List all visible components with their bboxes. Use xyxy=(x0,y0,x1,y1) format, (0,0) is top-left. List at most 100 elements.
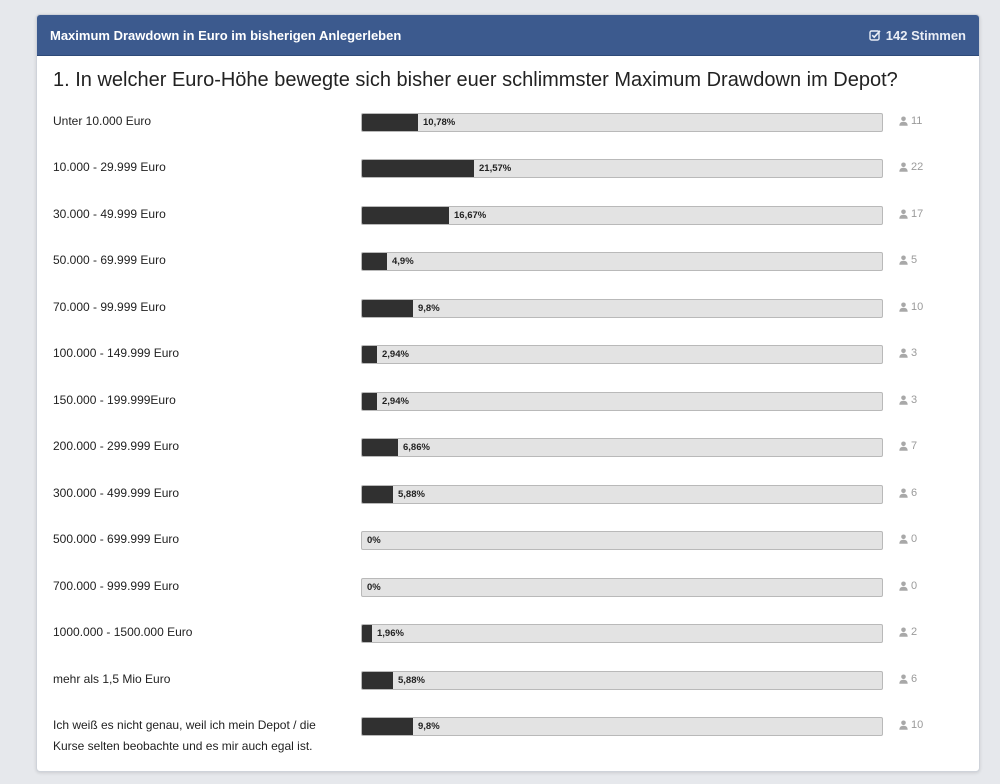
option-percent: 6,86% xyxy=(403,442,430,453)
vote-total-label: 142 Stimmen xyxy=(885,27,966,43)
user-icon xyxy=(899,534,908,544)
option-progress-bar: 10,78% xyxy=(361,113,883,132)
option-progress-bar: 5,88% xyxy=(361,485,883,504)
option-label: 150.000 - 199.999Euro xyxy=(53,393,176,407)
option-voter-count[interactable]: 11 xyxy=(899,111,922,131)
option-label: 30.000 - 49.999 Euro xyxy=(53,207,166,221)
option-progress-fill xyxy=(362,253,387,270)
poll-option-row: Ich weiß es nicht genau, weil ich mein D… xyxy=(37,715,979,761)
option-progress-fill xyxy=(362,160,474,177)
option-progress-fill xyxy=(362,625,372,642)
option-count: 22 xyxy=(911,161,924,173)
option-voter-count[interactable]: 10 xyxy=(899,715,923,735)
user-icon xyxy=(899,302,908,312)
option-progress-fill xyxy=(362,672,393,689)
option-count: 11 xyxy=(911,115,923,127)
option-progress-fill xyxy=(362,207,449,224)
option-voter-count[interactable]: 10 xyxy=(899,297,923,317)
option-voter-count[interactable]: 5 xyxy=(899,250,917,270)
option-percent: 21,57% xyxy=(479,163,512,174)
poll-option-row: 100.000 - 149.999 Euro 2,94% 3 xyxy=(37,343,979,389)
option-voter-count[interactable]: 6 xyxy=(899,483,917,503)
user-icon xyxy=(899,488,908,498)
option-progress-bar: 2,94% xyxy=(361,345,883,364)
poll-option-row: 300.000 - 499.999 Euro 5,88% 6 xyxy=(37,483,979,529)
option-label: 50.000 - 69.999 Euro xyxy=(53,253,166,267)
option-count: 2 xyxy=(911,626,918,638)
option-voter-count[interactable]: 22 xyxy=(899,157,923,177)
option-voter-count[interactable]: 3 xyxy=(899,390,917,410)
option-progress-bar: 0% xyxy=(361,578,883,597)
option-progress-bar: 0% xyxy=(361,531,883,550)
option-label: 500.000 - 699.999 Euro xyxy=(53,532,180,546)
option-count: 3 xyxy=(911,347,918,359)
option-percent: 9,8% xyxy=(418,721,440,732)
option-voter-count[interactable]: 0 xyxy=(899,529,917,549)
option-progress-fill xyxy=(362,718,413,735)
option-voter-count[interactable]: 6 xyxy=(899,669,917,689)
option-voter-count[interactable]: 2 xyxy=(899,622,917,642)
user-icon xyxy=(899,116,908,126)
option-label: 100.000 - 149.999 Euro xyxy=(53,346,180,360)
option-progress-fill xyxy=(362,393,377,410)
user-icon xyxy=(899,255,908,265)
user-icon xyxy=(899,162,908,172)
option-percent: 2,94% xyxy=(382,349,409,360)
option-percent: 2,94% xyxy=(382,396,409,407)
poll-option-row: 10.000 - 29.999 Euro 21,57% 22 xyxy=(37,157,979,203)
option-progress-fill xyxy=(362,439,398,456)
option-percent: 9,8% xyxy=(418,303,440,314)
option-label: mehr als 1,5 Mio Euro xyxy=(53,672,171,686)
option-count: 5 xyxy=(911,254,918,266)
option-count: 6 xyxy=(911,673,918,685)
option-progress-bar: 1,96% xyxy=(361,624,883,643)
poll-card: Maximum Drawdown in Euro im bisherigen A… xyxy=(36,14,980,772)
option-progress-fill xyxy=(362,300,413,317)
option-label: 70.000 - 99.999 Euro xyxy=(53,300,166,314)
poll-option-row: 70.000 - 99.999 Euro 9,8% 10 xyxy=(37,297,979,343)
option-count: 6 xyxy=(911,487,918,499)
option-progress-bar: 5,88% xyxy=(361,671,883,690)
option-percent: 16,67% xyxy=(454,210,487,221)
option-percent: 1,96% xyxy=(377,628,404,639)
option-percent: 0% xyxy=(367,582,381,593)
user-icon xyxy=(899,674,908,684)
option-progress-bar: 9,8% xyxy=(361,299,883,318)
option-progress-bar: 2,94% xyxy=(361,392,883,411)
option-percent: 10,78% xyxy=(423,117,456,128)
option-label: 300.000 - 499.999 Euro xyxy=(53,486,180,500)
poll-header: Maximum Drawdown in Euro im bisherigen A… xyxy=(37,15,979,56)
option-count: 10 xyxy=(911,301,924,313)
poll-option-row: Unter 10.000 Euro 10,78% 11 xyxy=(37,111,979,157)
poll-option-row: 200.000 - 299.999 Euro 6,86% 7 xyxy=(37,436,979,482)
user-icon xyxy=(899,720,908,730)
poll-option-row: 50.000 - 69.999 Euro 4,9% 5 xyxy=(37,250,979,296)
option-count: 0 xyxy=(911,533,918,545)
option-voter-count[interactable]: 0 xyxy=(899,576,917,596)
option-count: 17 xyxy=(911,208,924,220)
option-progress-bar: 4,9% xyxy=(361,252,883,271)
option-percent: 4,9% xyxy=(392,256,414,267)
option-count: 0 xyxy=(911,580,918,592)
check-square-icon xyxy=(869,30,881,41)
poll-option-row: mehr als 1,5 Mio Euro 5,88% 6 xyxy=(37,669,979,715)
option-percent: 0% xyxy=(367,535,381,546)
poll-option-row: 1000.000 - 1500.000 Euro 1,96% 2 xyxy=(37,622,979,668)
option-voter-count[interactable]: 7 xyxy=(899,436,917,456)
option-progress-bar: 16,67% xyxy=(361,206,883,225)
option-voter-count[interactable]: 17 xyxy=(899,204,923,224)
option-progress-bar: 9,8% xyxy=(361,717,883,736)
option-progress-bar: 21,57% xyxy=(361,159,883,178)
user-icon xyxy=(899,627,908,637)
option-label: Unter 10.000 Euro xyxy=(53,114,152,128)
user-icon xyxy=(899,395,908,405)
option-progress-fill xyxy=(362,486,393,503)
option-percent: 5,88% xyxy=(398,675,425,686)
option-voter-count[interactable]: 3 xyxy=(899,343,917,363)
question-heading: 1. In welcher Euro-Höhe bewegte sich bis… xyxy=(53,69,898,91)
option-percent: 5,88% xyxy=(398,489,425,500)
poll-option-row: 150.000 - 199.999Euro 2,94% 3 xyxy=(37,390,979,436)
option-progress-bar: 6,86% xyxy=(361,438,883,457)
option-label: 200.000 - 299.999 Euro xyxy=(53,439,180,453)
user-icon xyxy=(899,581,908,591)
